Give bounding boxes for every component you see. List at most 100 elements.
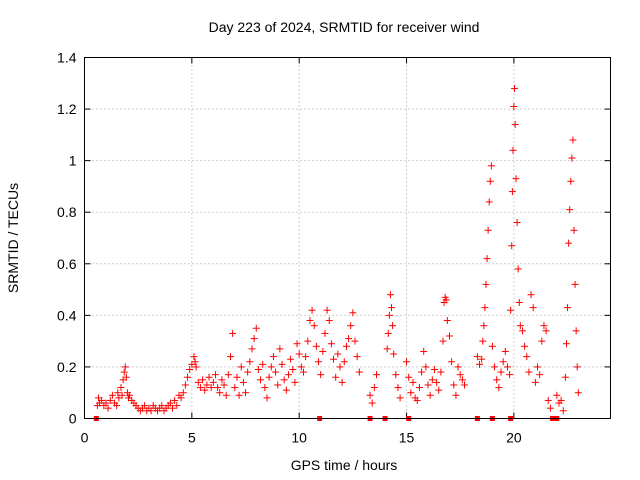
data-point	[321, 329, 329, 337]
data-point	[336, 363, 344, 371]
data-point	[370, 384, 378, 392]
data-point	[409, 378, 417, 386]
y-tick-label: 0.6	[57, 256, 77, 272]
data-point	[302, 353, 310, 361]
data-point	[443, 317, 451, 325]
data-point	[312, 342, 320, 350]
data-point	[433, 378, 441, 386]
data-point	[209, 378, 217, 386]
data-point	[179, 389, 187, 397]
data-point	[514, 265, 522, 273]
data-point	[458, 376, 466, 384]
data-point	[567, 177, 575, 185]
x-tick-label: 5	[188, 430, 196, 446]
data-point	[327, 340, 335, 348]
data-point	[506, 371, 514, 379]
data-point	[570, 226, 578, 234]
data-point	[565, 239, 573, 247]
data-point	[420, 347, 428, 355]
data-point	[540, 322, 548, 330]
data-point	[573, 363, 581, 371]
data-point	[190, 353, 198, 361]
data-point	[319, 347, 327, 355]
y-tick-label: 1	[69, 153, 77, 169]
data-point	[126, 391, 134, 399]
data-point	[248, 345, 256, 353]
data-point	[534, 363, 542, 371]
y-tick-label: 0.4	[57, 307, 77, 323]
data-point	[473, 353, 481, 361]
data-point	[448, 358, 456, 366]
data-point	[499, 358, 507, 366]
data-point	[571, 280, 579, 288]
data-point	[231, 384, 239, 392]
data-point	[497, 368, 505, 376]
data-point	[242, 389, 250, 397]
data-point	[511, 121, 519, 129]
data-point	[495, 384, 503, 392]
data-point	[529, 304, 537, 312]
data-point	[456, 371, 464, 379]
x-tick-labels: 0 5 10 15 20	[81, 430, 522, 446]
data-point	[553, 391, 561, 399]
data-point	[304, 337, 312, 345]
data-point	[415, 384, 423, 392]
data-point	[521, 342, 529, 350]
y-axis-label: SRMTID / TECUs	[5, 183, 21, 293]
data-point	[291, 378, 299, 386]
data-point	[568, 154, 576, 162]
data-point	[218, 376, 226, 384]
data-point	[486, 177, 494, 185]
data-point	[353, 353, 361, 361]
data-point	[351, 337, 359, 345]
data-point	[349, 309, 357, 317]
data-point	[461, 381, 469, 389]
data-point	[396, 394, 404, 402]
data-point	[546, 404, 554, 412]
data-point	[239, 378, 247, 386]
data-point	[216, 389, 224, 397]
data-point	[98, 396, 106, 404]
data-point	[280, 376, 288, 384]
data-point	[338, 378, 346, 386]
data-point	[122, 373, 130, 381]
plot-frame	[84, 57, 611, 419]
data-point	[562, 340, 570, 348]
axis-ticks	[84, 57, 611, 419]
data-point	[184, 373, 192, 381]
data-point	[508, 242, 516, 250]
data-point	[306, 317, 314, 325]
data-point	[407, 389, 415, 397]
y-tick-label: 1.2	[57, 101, 77, 117]
y-tick-label: 0.8	[57, 204, 77, 220]
data-point	[430, 366, 438, 374]
data-point	[237, 363, 245, 371]
data-point	[194, 378, 202, 386]
data-point	[274, 381, 282, 389]
data-point	[559, 407, 567, 415]
data-point	[487, 162, 495, 170]
data-point	[259, 360, 267, 368]
data-point	[257, 376, 265, 384]
data-point	[297, 363, 305, 371]
data-point	[368, 399, 376, 407]
data-point	[118, 391, 126, 399]
x-tick-label: 15	[399, 430, 415, 446]
data-point	[284, 371, 292, 379]
data-point	[525, 368, 533, 376]
data-point	[442, 296, 450, 304]
data-point	[385, 311, 393, 319]
data-point	[177, 394, 185, 402]
data-point	[276, 345, 284, 353]
chart-title: Day 223 of 2024, SRMTID for receiver win…	[209, 19, 480, 35]
data-point	[394, 384, 402, 392]
data-point	[113, 402, 121, 410]
data-point	[516, 322, 524, 330]
data-point	[114, 389, 122, 397]
y-tick-label: 0	[69, 411, 77, 427]
data-point	[491, 363, 499, 371]
data-point	[199, 376, 207, 384]
data-point	[308, 306, 316, 314]
data-point	[323, 306, 331, 314]
